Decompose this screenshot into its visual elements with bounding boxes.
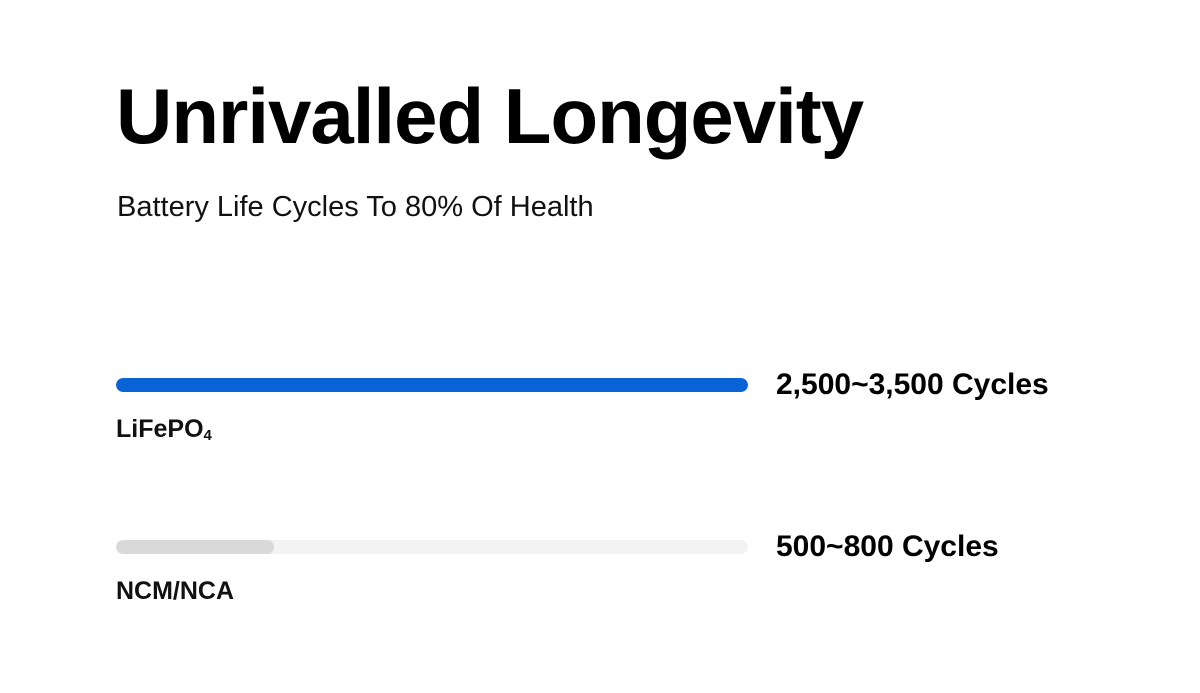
value-label-ncm-nca: 500~800 Cycles: [776, 530, 999, 563]
bar-track: [116, 378, 748, 392]
bar-fill-lifepo4: [116, 378, 748, 392]
bar-fill-ncm-nca: [116, 540, 274, 554]
category-label-main: LiFePO: [116, 415, 204, 443]
bar-track: [116, 540, 748, 554]
category-label-lifepo4: LiFePO4: [116, 414, 212, 444]
bar-row-ncm-nca: 500~800 Cycles NCM/NCA: [116, 530, 1086, 624]
value-label-lifepo4: 2,500~3,500 Cycles: [776, 368, 1049, 401]
bar-row-lifepo4: 2,500~3,500 Cycles LiFePO4: [116, 368, 1086, 462]
category-label-subscript: 4: [203, 427, 212, 444]
chart-title: Unrivalled Longevity: [116, 72, 864, 160]
category-label-ncm-nca: NCM/NCA: [116, 577, 235, 605]
chart-subtitle: Battery Life Cycles To 80% Of Health: [117, 191, 594, 223]
